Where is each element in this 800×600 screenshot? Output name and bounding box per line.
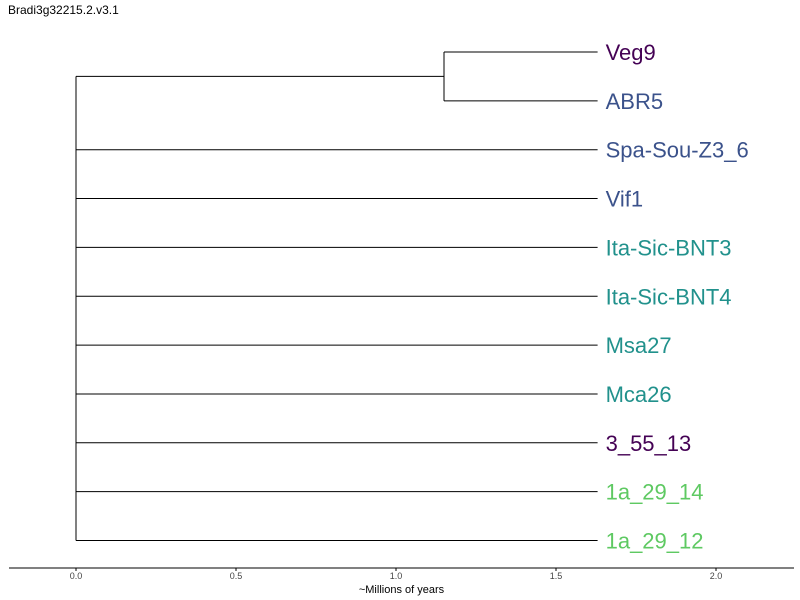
- leaf-label: Ita-Sic-BNT3: [606, 235, 732, 260]
- leaf-label: Veg9: [606, 40, 656, 65]
- leaf-label: ABR5: [606, 89, 663, 114]
- x-tick-label: 0.0: [70, 571, 83, 581]
- leaf-label: Ita-Sic-BNT4: [606, 284, 732, 309]
- x-tick-label: 0.5: [230, 571, 243, 581]
- leaf-label: 1a_29_12: [606, 529, 704, 554]
- x-tick-label: 2.0: [710, 571, 723, 581]
- leaf-label: Msa27: [606, 333, 672, 358]
- leaf-label: Vif1: [606, 187, 644, 212]
- leaf-label: Mca26: [606, 382, 672, 407]
- leaf-label: 1a_29_14: [606, 480, 704, 505]
- chart-title: Bradi3g32215.2.v3.1: [8, 3, 119, 17]
- x-tick-label: 1.5: [550, 571, 563, 581]
- x-axis-label: ~Millions of years: [359, 584, 445, 596]
- leaf-label: Spa-Sou-Z3_6: [606, 138, 749, 163]
- leaf-label: 3_55_13: [606, 431, 692, 456]
- x-tick-label: 1.0: [390, 571, 403, 581]
